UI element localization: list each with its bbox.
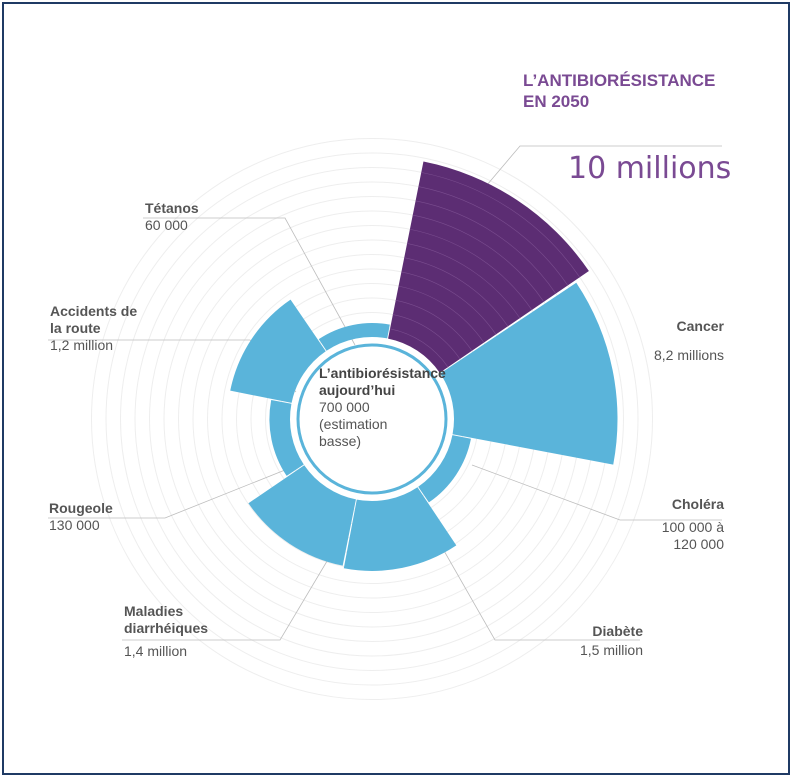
center-disc xyxy=(300,347,444,491)
sector-grid-arc xyxy=(398,285,485,343)
center-ring-circle xyxy=(296,343,448,495)
chart-title: L’ANTIBIORÉSISTANCE EN 2050 xyxy=(523,71,716,111)
sector-grid-arc xyxy=(401,271,497,335)
sector-grid-arc xyxy=(412,214,545,302)
leader-line xyxy=(434,534,640,641)
sector-t-tanos xyxy=(318,323,390,351)
sectors xyxy=(230,161,618,571)
leader-line xyxy=(143,217,356,346)
highlight-value: 10 millions xyxy=(568,151,732,186)
sector-cancer xyxy=(440,282,618,465)
sector-grid-arc xyxy=(389,328,449,368)
leader-line xyxy=(122,535,343,641)
leader-line xyxy=(48,467,291,519)
sector-maladies-diarrh-iques xyxy=(248,465,356,566)
sector-grid-arc xyxy=(409,228,533,311)
label-cancer: Cancer 8,2 millions xyxy=(653,318,724,363)
grid-circle xyxy=(105,152,639,686)
sector-grid-arc xyxy=(418,186,569,286)
label-diarrhee: Maladies diarrhéiques 1,4 million xyxy=(124,603,209,659)
center-ring xyxy=(296,343,448,495)
sector-accidents-de-la-route xyxy=(230,299,326,403)
sector-rougeole xyxy=(269,399,304,476)
leader-line xyxy=(471,464,722,521)
grid-circle xyxy=(91,138,653,700)
label-cholera: Choléra 100 000 à 120 000 xyxy=(661,496,724,552)
label-tetanos: Tétanos 60 000 xyxy=(145,200,199,233)
sector-chol-ra xyxy=(418,435,471,503)
sector-grid-arc xyxy=(395,300,473,351)
sector-grid-arc xyxy=(404,257,509,327)
sector-grid-arc xyxy=(407,243,521,319)
label-diabete: Diabète 1,5 million xyxy=(579,623,643,658)
sector-grid-arc xyxy=(421,172,581,278)
sector-grid-arc xyxy=(392,314,461,360)
sector-l-antibior-sistance-en-2050 xyxy=(388,161,589,373)
label-accidents: Accidents de la route 1,2 million xyxy=(50,303,138,353)
label-rougeole: Rougeole 130 000 xyxy=(49,500,113,533)
sector-diab-te xyxy=(343,487,457,571)
center-label: L’antibiorésistance aujourd’hui 700 000 … xyxy=(319,365,446,449)
sector-grid-arc xyxy=(415,200,557,294)
grid-circle xyxy=(120,167,624,671)
